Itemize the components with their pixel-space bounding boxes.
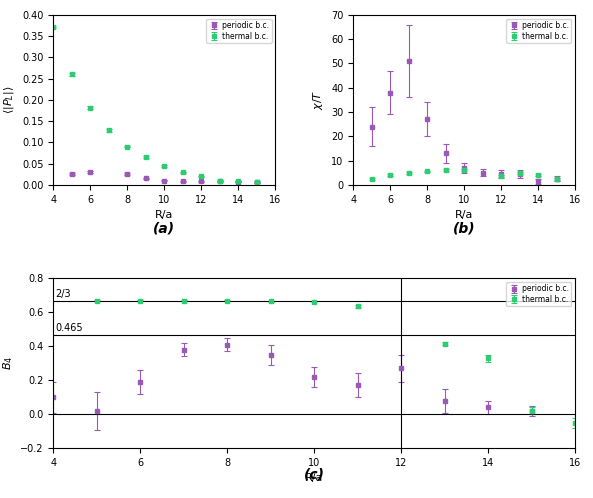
Text: 2/3: 2/3 — [56, 289, 71, 299]
Y-axis label: $\langle |P_L| \rangle$: $\langle |P_L| \rangle$ — [2, 86, 17, 114]
Legend: periodic b.c., thermal b.c.: periodic b.c., thermal b.c. — [206, 19, 272, 43]
Y-axis label: $B_4$: $B_4$ — [1, 356, 15, 371]
X-axis label: R/a: R/a — [155, 210, 174, 220]
Legend: periodic b.c., thermal b.c.: periodic b.c., thermal b.c. — [506, 19, 572, 43]
Text: (b): (b) — [453, 222, 476, 236]
Text: (a): (a) — [154, 222, 176, 236]
X-axis label: R/a: R/a — [455, 210, 473, 220]
X-axis label: R/a: R/a — [305, 474, 323, 484]
Text: 0.465: 0.465 — [56, 323, 83, 333]
Y-axis label: $\chi/T$: $\chi/T$ — [311, 90, 326, 110]
Legend: periodic b.c., thermal b.c.: periodic b.c., thermal b.c. — [506, 282, 572, 306]
Text: (c): (c) — [304, 468, 325, 482]
